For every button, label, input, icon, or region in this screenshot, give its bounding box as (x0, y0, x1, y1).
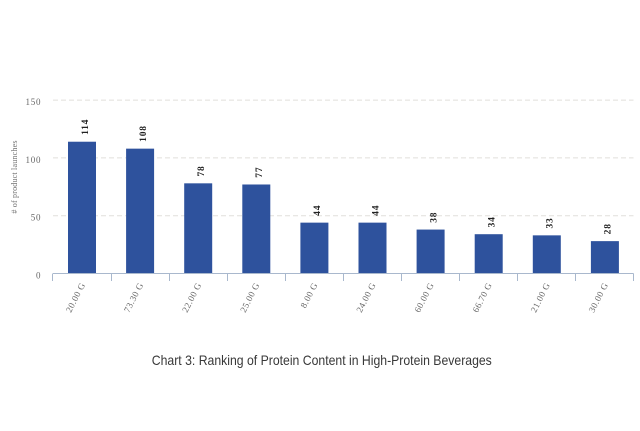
svg-text:50: 50 (31, 213, 42, 223)
svg-text:34: 34 (488, 216, 498, 227)
svg-text:44: 44 (371, 205, 381, 216)
svg-text:114: 114 (81, 119, 91, 135)
svg-text:44: 44 (313, 205, 323, 216)
svg-text:0: 0 (36, 271, 41, 281)
svg-text:100: 100 (26, 155, 42, 165)
svg-text:150: 150 (26, 97, 42, 107)
svg-text:38: 38 (429, 212, 439, 223)
svg-text:# of product launches: # of product launches (10, 140, 19, 213)
svg-text:108: 108 (139, 125, 149, 142)
svg-text:33: 33 (546, 217, 556, 228)
svg-text:77: 77 (255, 167, 265, 178)
svg-text:78: 78 (197, 165, 207, 176)
svg-text:28: 28 (604, 223, 614, 234)
svg-text:Chart 3: Ranking of Protein Co: Chart 3: Ranking of Protein Content in H… (152, 352, 492, 368)
